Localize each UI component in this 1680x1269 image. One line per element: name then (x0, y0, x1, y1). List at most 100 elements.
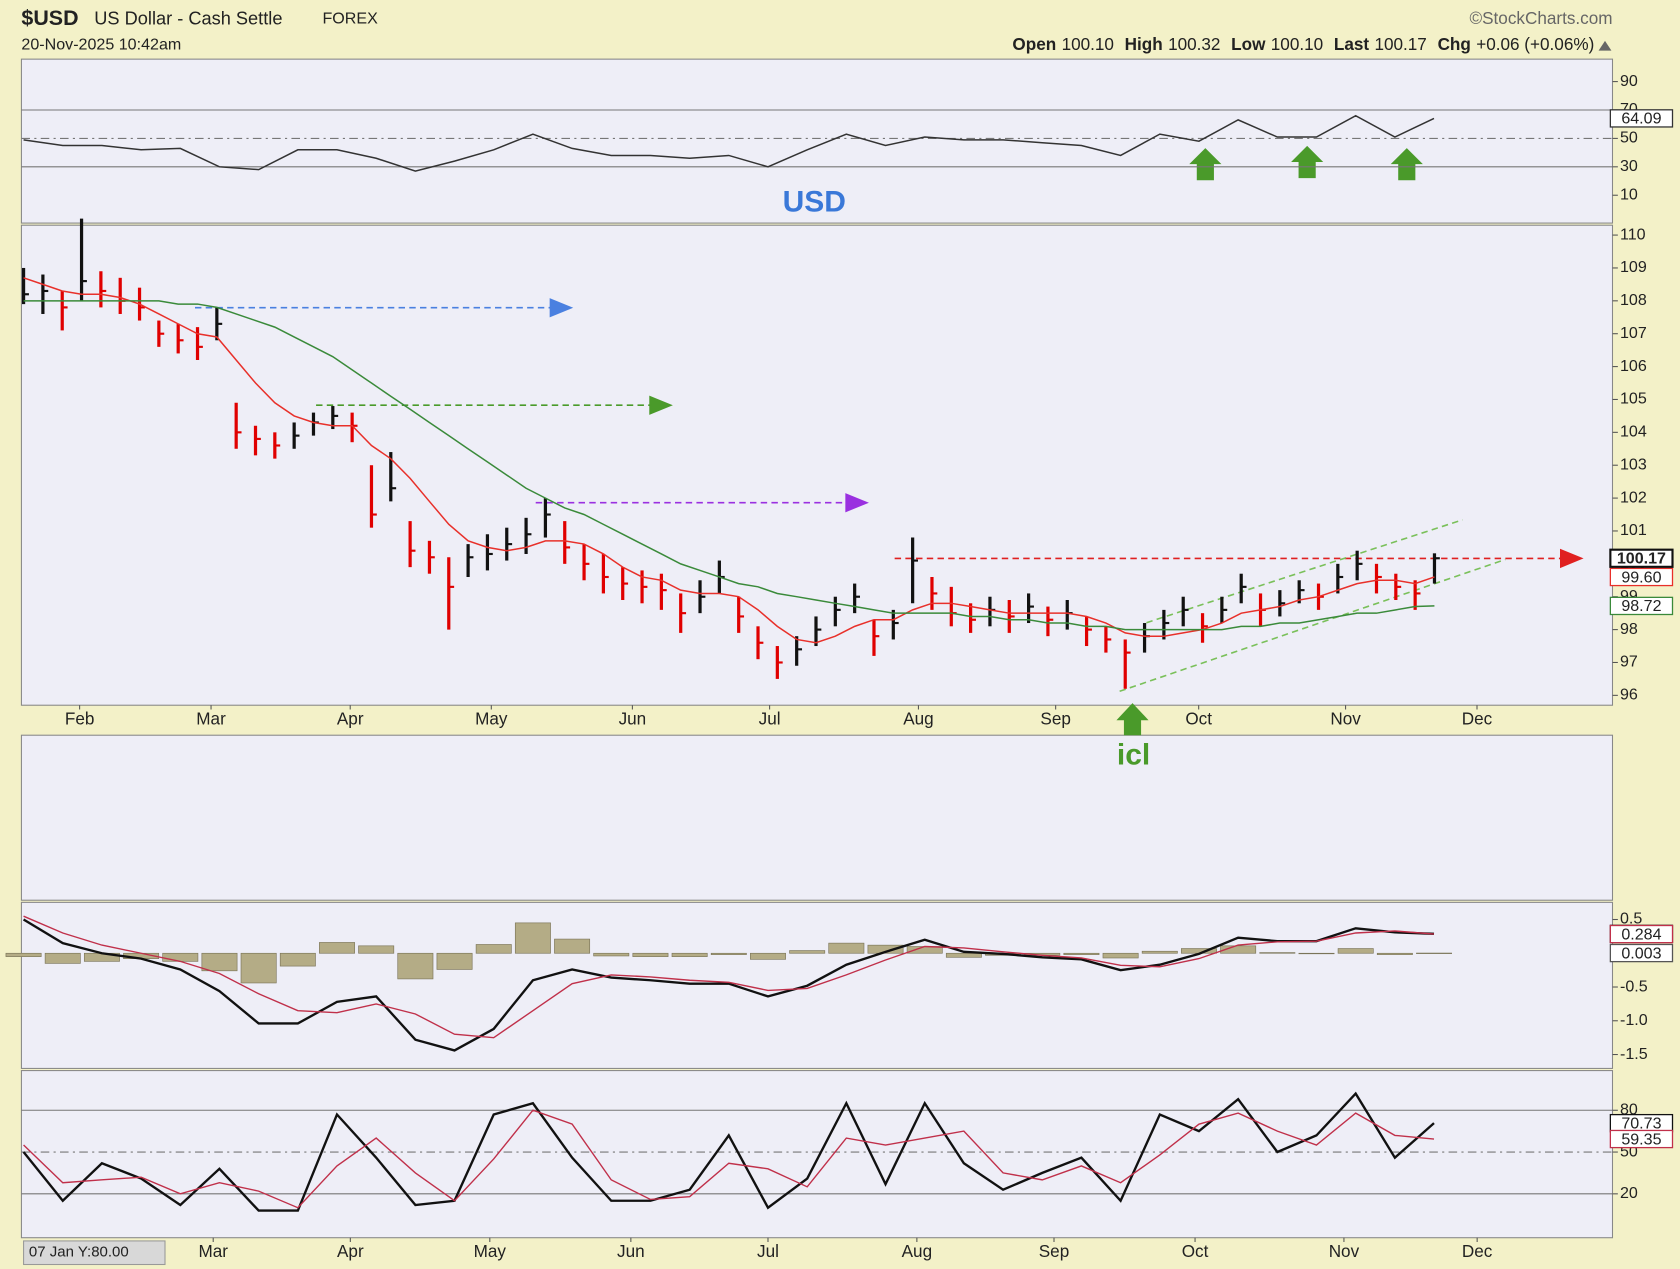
histogram-bar (867, 944, 904, 954)
low: 100.10 (1271, 34, 1323, 54)
open: 100.10 (1062, 34, 1114, 54)
arrow-head (649, 395, 673, 415)
empty-panel (20, 734, 1614, 901)
histogram-bar (945, 952, 982, 958)
y-tick-label: 105 (1620, 390, 1647, 408)
credit: ©StockCharts.com (1470, 8, 1613, 28)
y-tick-label: 106 (1620, 357, 1647, 375)
histogram-bar (1376, 952, 1413, 955)
histogram-bar (750, 952, 786, 960)
series-line (22, 1091, 1435, 1212)
x-tick-label: Aug (902, 1241, 932, 1261)
arrow-head (549, 298, 574, 318)
histogram-bar (397, 952, 434, 980)
x-tick-label: May (475, 709, 508, 729)
chg-label: Chg (1438, 34, 1471, 54)
histogram-bar (162, 952, 199, 962)
up-arrow (1390, 148, 1423, 181)
histogram-bar (436, 952, 473, 970)
value-label: 98.72 (1621, 597, 1661, 615)
annotation-lines (195, 306, 1560, 693)
y-tick-label: 50 (1620, 129, 1638, 147)
y-tick-label: 104 (1620, 423, 1647, 441)
y-tick-label: 101 (1620, 521, 1647, 539)
series-line (23, 1109, 1435, 1209)
x-tick-label: Sep (1040, 709, 1070, 729)
histogram-bar (358, 945, 395, 954)
y-tick-label: -1.5 (1620, 1045, 1648, 1063)
value-label: 64.09 (1621, 110, 1661, 128)
annotation: icl (1117, 739, 1150, 772)
series-line (23, 114, 1435, 172)
value-label: 70.73 (1621, 1115, 1661, 1133)
up-arrow (1116, 703, 1149, 736)
histogram-bar (1141, 950, 1178, 954)
y-tick-label: 98 (1620, 620, 1638, 638)
x-tick-label: Dec (1462, 1241, 1493, 1261)
cursor-readout: 07 Jan Y:80.00 (29, 1244, 129, 1261)
stoch-panel (20, 1070, 1614, 1239)
value-label: 0.284 (1621, 925, 1661, 943)
histogram-bar (1298, 952, 1335, 955)
value-box (1609, 596, 1674, 616)
series-line (22, 918, 1435, 1052)
up-arrow (1189, 148, 1222, 181)
x-tick-label: Nov (1329, 1241, 1360, 1261)
x-tick-label: Mar (196, 709, 226, 729)
x-tick-label: Sep (1039, 1241, 1069, 1261)
histogram-bar (475, 944, 512, 954)
value-box (1609, 924, 1674, 944)
y-tick-label: 96 (1620, 686, 1638, 704)
series-line (23, 915, 1435, 1039)
x-tick-label: Jul (757, 1241, 779, 1261)
x-tick-label: Apr (337, 709, 364, 729)
symbol: $USD (21, 6, 78, 30)
histogram-bar (632, 952, 669, 957)
histogram-bar (1416, 952, 1453, 954)
x-tick-label: Jul (759, 709, 781, 729)
histogram-bar (710, 952, 747, 955)
histogram-bar (593, 952, 630, 957)
green-arrows (1116, 145, 1423, 736)
y-tick-label: 103 (1620, 455, 1647, 473)
name: US Dollar - Cash Settle (94, 8, 282, 28)
x-tick-label: Nov (1330, 709, 1361, 729)
x-tick-label: Jun (617, 1241, 645, 1261)
histogram-bar (1259, 952, 1296, 954)
x-tick-label: Oct (1185, 709, 1212, 729)
histogram-bar (828, 942, 865, 954)
value-box (1609, 548, 1674, 568)
histogram-bar (554, 938, 591, 954)
histogram-bar (240, 952, 277, 984)
datetime: 20-Nov-2025 10:42am (21, 35, 181, 53)
x-tick-label: Jun (619, 709, 647, 729)
y-tick-label: 107 (1620, 324, 1647, 342)
histogram-bar (1337, 948, 1374, 954)
low-label: Low (1231, 34, 1266, 54)
y-tick-label: 109 (1620, 258, 1647, 276)
high: 100.32 (1168, 34, 1220, 54)
channel-line (1119, 558, 1506, 693)
open-label: Open (1012, 34, 1056, 54)
y-tick-label: 102 (1620, 488, 1647, 506)
x-tick-label: Aug (903, 709, 933, 729)
y-tick-label: -0.5 (1620, 977, 1648, 995)
y-tick-label: 0.5 (1620, 910, 1642, 928)
y-tick-label: -1.0 (1620, 1011, 1648, 1029)
x-tick-label: Dec (1462, 709, 1493, 729)
y-tick-label: 108 (1620, 291, 1647, 309)
value-box (1609, 109, 1674, 128)
exchange: FOREX (323, 10, 379, 28)
y-tick-label: 10 (1620, 185, 1638, 203)
histogram-bar (514, 922, 551, 954)
histogram-bar (1102, 952, 1139, 959)
histogram-bar (319, 942, 355, 954)
high-label: High (1125, 34, 1163, 54)
x-tick-label: Feb (65, 709, 95, 729)
histogram-bar (5, 952, 42, 957)
x-tick-label: Apr (337, 1241, 364, 1261)
channel-line (1146, 519, 1463, 624)
histogram-bar (279, 952, 316, 967)
